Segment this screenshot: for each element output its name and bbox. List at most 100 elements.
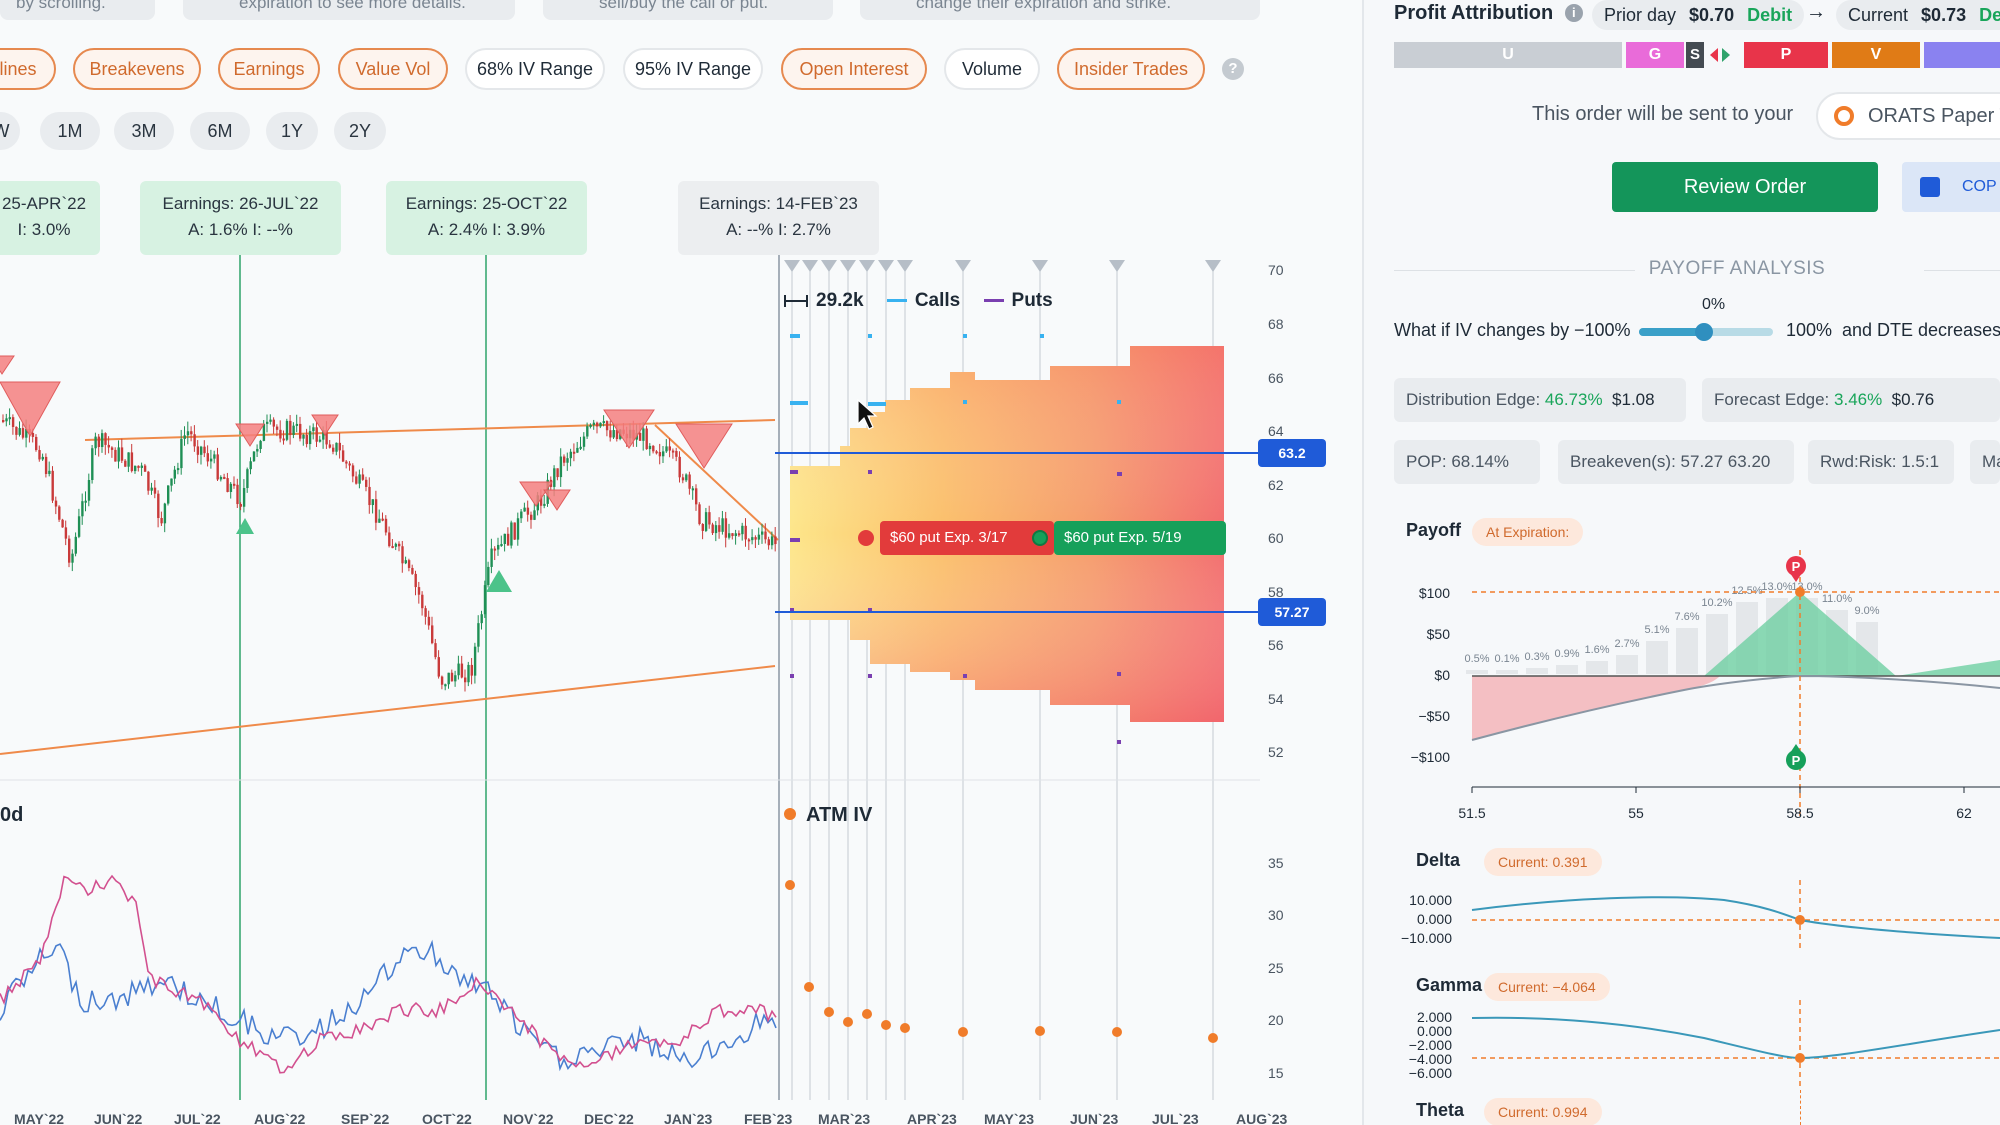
split-arrows-icon[interactable] bbox=[1708, 46, 1732, 64]
atm-iv-points[interactable] bbox=[785, 880, 1218, 1043]
candle-body bbox=[503, 533, 506, 544]
candle-body bbox=[404, 560, 407, 564]
candle-body bbox=[41, 456, 44, 460]
toggle-open-interest[interactable]: Open Interest bbox=[781, 48, 927, 90]
price-chart[interactable] bbox=[0, 0, 1362, 1125]
attribution-gamma[interactable]: G bbox=[1626, 42, 1684, 68]
toggle-68-iv-range[interactable]: 68% IV Range bbox=[465, 48, 605, 90]
range-button[interactable]: 3M bbox=[114, 112, 174, 150]
candle-body bbox=[348, 463, 351, 466]
open-interest-markers[interactable] bbox=[790, 334, 1122, 744]
candle-body bbox=[114, 449, 117, 462]
candle-body bbox=[358, 474, 361, 484]
iv-slider-thumb[interactable] bbox=[1695, 323, 1713, 341]
iv-history-lines[interactable] bbox=[0, 874, 777, 1074]
pattern-markers[interactable] bbox=[0, 355, 733, 511]
range-button[interactable]: 6M bbox=[190, 112, 250, 150]
date-axis-tick: JAN`23 bbox=[664, 1111, 713, 1125]
at-expiration-badge[interactable]: At Expiration: bbox=[1472, 518, 1584, 546]
attribution-other[interactable] bbox=[1924, 42, 2000, 68]
earnings-card[interactable]: Earnings: 26-JUL`22 A: 1.6% I: --% bbox=[140, 181, 341, 255]
toggle-insider-trades[interactable]: Insider Trades bbox=[1057, 48, 1205, 90]
candle-body bbox=[81, 501, 84, 517]
iv-axis-tick: 30 bbox=[1268, 907, 1284, 923]
earnings-card[interactable]: 25-APR`22 I: 3.0% bbox=[0, 181, 100, 255]
expiration-markers[interactable] bbox=[784, 260, 1221, 272]
put-marker-dot[interactable] bbox=[1032, 530, 1048, 546]
pattern-markers-bull[interactable] bbox=[236, 518, 512, 592]
review-order-button[interactable]: Review Order bbox=[1612, 162, 1878, 212]
candle-body bbox=[219, 476, 223, 480]
probability-label: 7.6% bbox=[1674, 611, 1699, 623]
candle-body bbox=[236, 484, 239, 505]
candle-body bbox=[685, 474, 688, 481]
panel-divider[interactable] bbox=[1362, 0, 1364, 1125]
candle-body bbox=[681, 477, 685, 481]
candle-body bbox=[153, 487, 157, 494]
toggle-value-vol[interactable]: Value Vol bbox=[338, 48, 448, 90]
tip-card: expiration to see more details. bbox=[183, 0, 515, 20]
gamma-chart[interactable] bbox=[1364, 1000, 2000, 1090]
candle-body bbox=[332, 447, 335, 452]
candle-body bbox=[107, 444, 110, 448]
attribution-s[interactable]: S bbox=[1686, 42, 1704, 68]
earnings-card[interactable]: Earnings: 14-FEB`23 A: --% I: 2.7% bbox=[678, 181, 879, 255]
put-marker-top[interactable]: P bbox=[1786, 556, 1806, 582]
candle-body bbox=[754, 537, 757, 540]
tip-card: sell/buy the call or put. bbox=[543, 0, 833, 20]
candle-body bbox=[325, 430, 328, 445]
put-leg-label-2[interactable]: $60 put Exp. 5/19 bbox=[1054, 521, 1226, 555]
forecast-edge-chip: Forecast Edge: 3.46% $0.76 bbox=[1702, 378, 2000, 422]
iv-slider-track[interactable] bbox=[1639, 323, 1773, 341]
put-marker-dot[interactable] bbox=[858, 530, 874, 546]
candle-body bbox=[87, 480, 91, 501]
candlesticks[interactable] bbox=[2, 408, 777, 692]
copy-button[interactable]: COP bbox=[1902, 162, 2000, 212]
payoff-y-tick: $100 bbox=[1418, 585, 1450, 601]
delta-label: Delta bbox=[1416, 850, 1461, 870]
lower-breakeven-tag[interactable]: 57.27 bbox=[1258, 598, 1326, 626]
info-icon[interactable]: i bbox=[1564, 4, 1583, 22]
candle-body bbox=[747, 539, 751, 542]
calls-legend[interactable]: Calls bbox=[914, 290, 961, 311]
help-icon[interactable]: ? bbox=[1222, 58, 1244, 80]
trendline[interactable] bbox=[84, 419, 776, 441]
attribution-price[interactable]: P bbox=[1744, 42, 1828, 68]
put-leg-label-1[interactable]: $60 put Exp. 3/17 bbox=[880, 521, 1054, 555]
puts-legend[interactable]: Puts bbox=[1011, 290, 1053, 311]
earnings-card[interactable]: Earnings: 25-OCT`22 A: 2.4% I: 3.9% bbox=[386, 181, 587, 255]
candle-body bbox=[652, 445, 655, 452]
payoff-x-tick: 55 bbox=[1628, 805, 1644, 821]
toggle-earnings[interactable]: Earnings bbox=[218, 48, 320, 90]
candle-body bbox=[170, 478, 173, 486]
attribution-underlying[interactable]: U bbox=[1394, 42, 1622, 68]
candle-body bbox=[361, 474, 365, 480]
candle-body bbox=[576, 447, 579, 453]
candle-body bbox=[157, 493, 160, 519]
delta-chart[interactable] bbox=[1364, 880, 2000, 950]
attribution-vol[interactable]: V bbox=[1832, 42, 1920, 68]
candle-body bbox=[543, 503, 546, 506]
range-button[interactable]: 1M bbox=[40, 112, 100, 150]
range-button[interactable]: 1Y bbox=[266, 112, 318, 150]
range-button[interactable]: 2Y bbox=[334, 112, 386, 150]
trendline[interactable] bbox=[654, 424, 779, 541]
broker-selector[interactable]: ORATS Paper T bbox=[1816, 92, 2000, 140]
candle-body bbox=[447, 672, 450, 685]
range-button[interactable]: W bbox=[0, 112, 20, 150]
candle-body bbox=[44, 456, 48, 474]
candle-body bbox=[510, 522, 513, 546]
payoff-chart[interactable]: 0.5% 0.1% 0.3% 0.9% 1.6% 2.7% 5.1% 7.6%10.2%12.… bbox=[1364, 540, 2000, 820]
probability-label: 0.3% bbox=[1524, 651, 1549, 663]
toggle-volume[interactable]: Volume bbox=[944, 48, 1040, 90]
candle-body bbox=[734, 533, 737, 537]
trendline[interactable] bbox=[0, 665, 776, 755]
toggle-95-iv-range[interactable]: 95% IV Range bbox=[623, 48, 763, 90]
mouse-cursor-icon bbox=[857, 398, 878, 430]
upper-breakeven-tag[interactable]: 63.2 bbox=[1258, 439, 1326, 467]
iv-axis-tick: 35 bbox=[1268, 855, 1284, 871]
put-marker-bottom[interactable]: P bbox=[1786, 744, 1806, 770]
toggle-breakevens[interactable]: Breakevens bbox=[73, 48, 201, 90]
toggle-trendlines[interactable]: lines bbox=[0, 48, 56, 90]
payoff-y-tick: $0 bbox=[1434, 667, 1450, 683]
